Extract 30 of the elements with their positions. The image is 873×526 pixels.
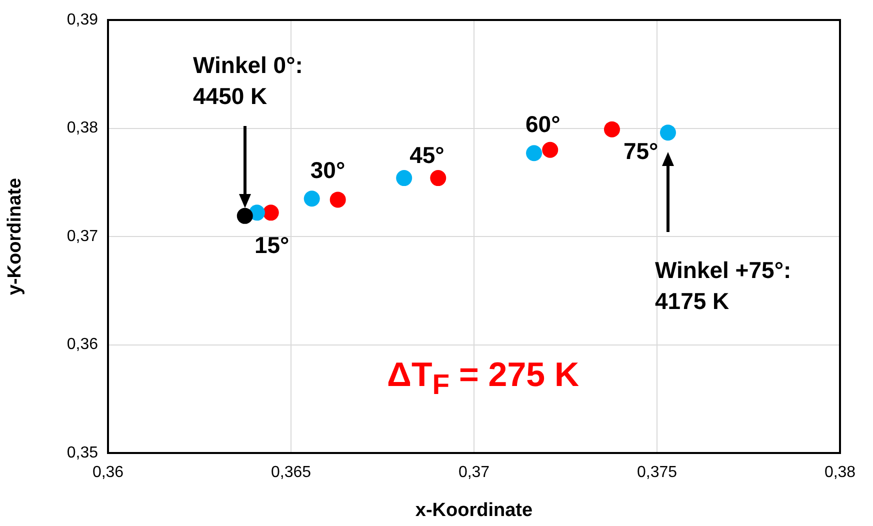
point [396,170,412,186]
x-axis-title: x-Koordinate [415,500,533,521]
annotation: Winkel 0°: 4450 K [193,51,303,111]
annotation: Winkel +75°: 4175 K [655,256,792,316]
annotation: 30° [310,156,346,186]
y-tick-label: 0,38 [66,120,98,137]
y-tick-label: 0,39 [66,11,98,28]
point [262,204,279,221]
y-tick-label: 0,35 [66,444,98,462]
x-tick-label: 0,36 [92,464,124,482]
y-tick-label: 0,37 [66,228,98,245]
x-tick-label: 0,365 [270,464,312,482]
annotation: 60° [526,110,560,139]
point [542,142,558,158]
annotation: 75° [623,136,658,166]
point [304,190,320,207]
point [430,170,446,186]
annotation: 15° [254,231,290,260]
point [604,121,620,138]
x-tick-label: 0,375 [636,464,678,482]
point [660,124,676,141]
y-axis-title: y-Koordinate [4,178,26,296]
x-tick-label: 0,37 [458,464,490,482]
annotation: ΔT$_{F}$ = 275 K [387,355,580,403]
point [236,208,253,224]
x-tick-label: 0,38 [824,464,856,482]
point [526,145,542,162]
point [330,192,346,208]
y-tick-label: 0,36 [66,336,98,354]
annotation: 45° [410,140,444,170]
